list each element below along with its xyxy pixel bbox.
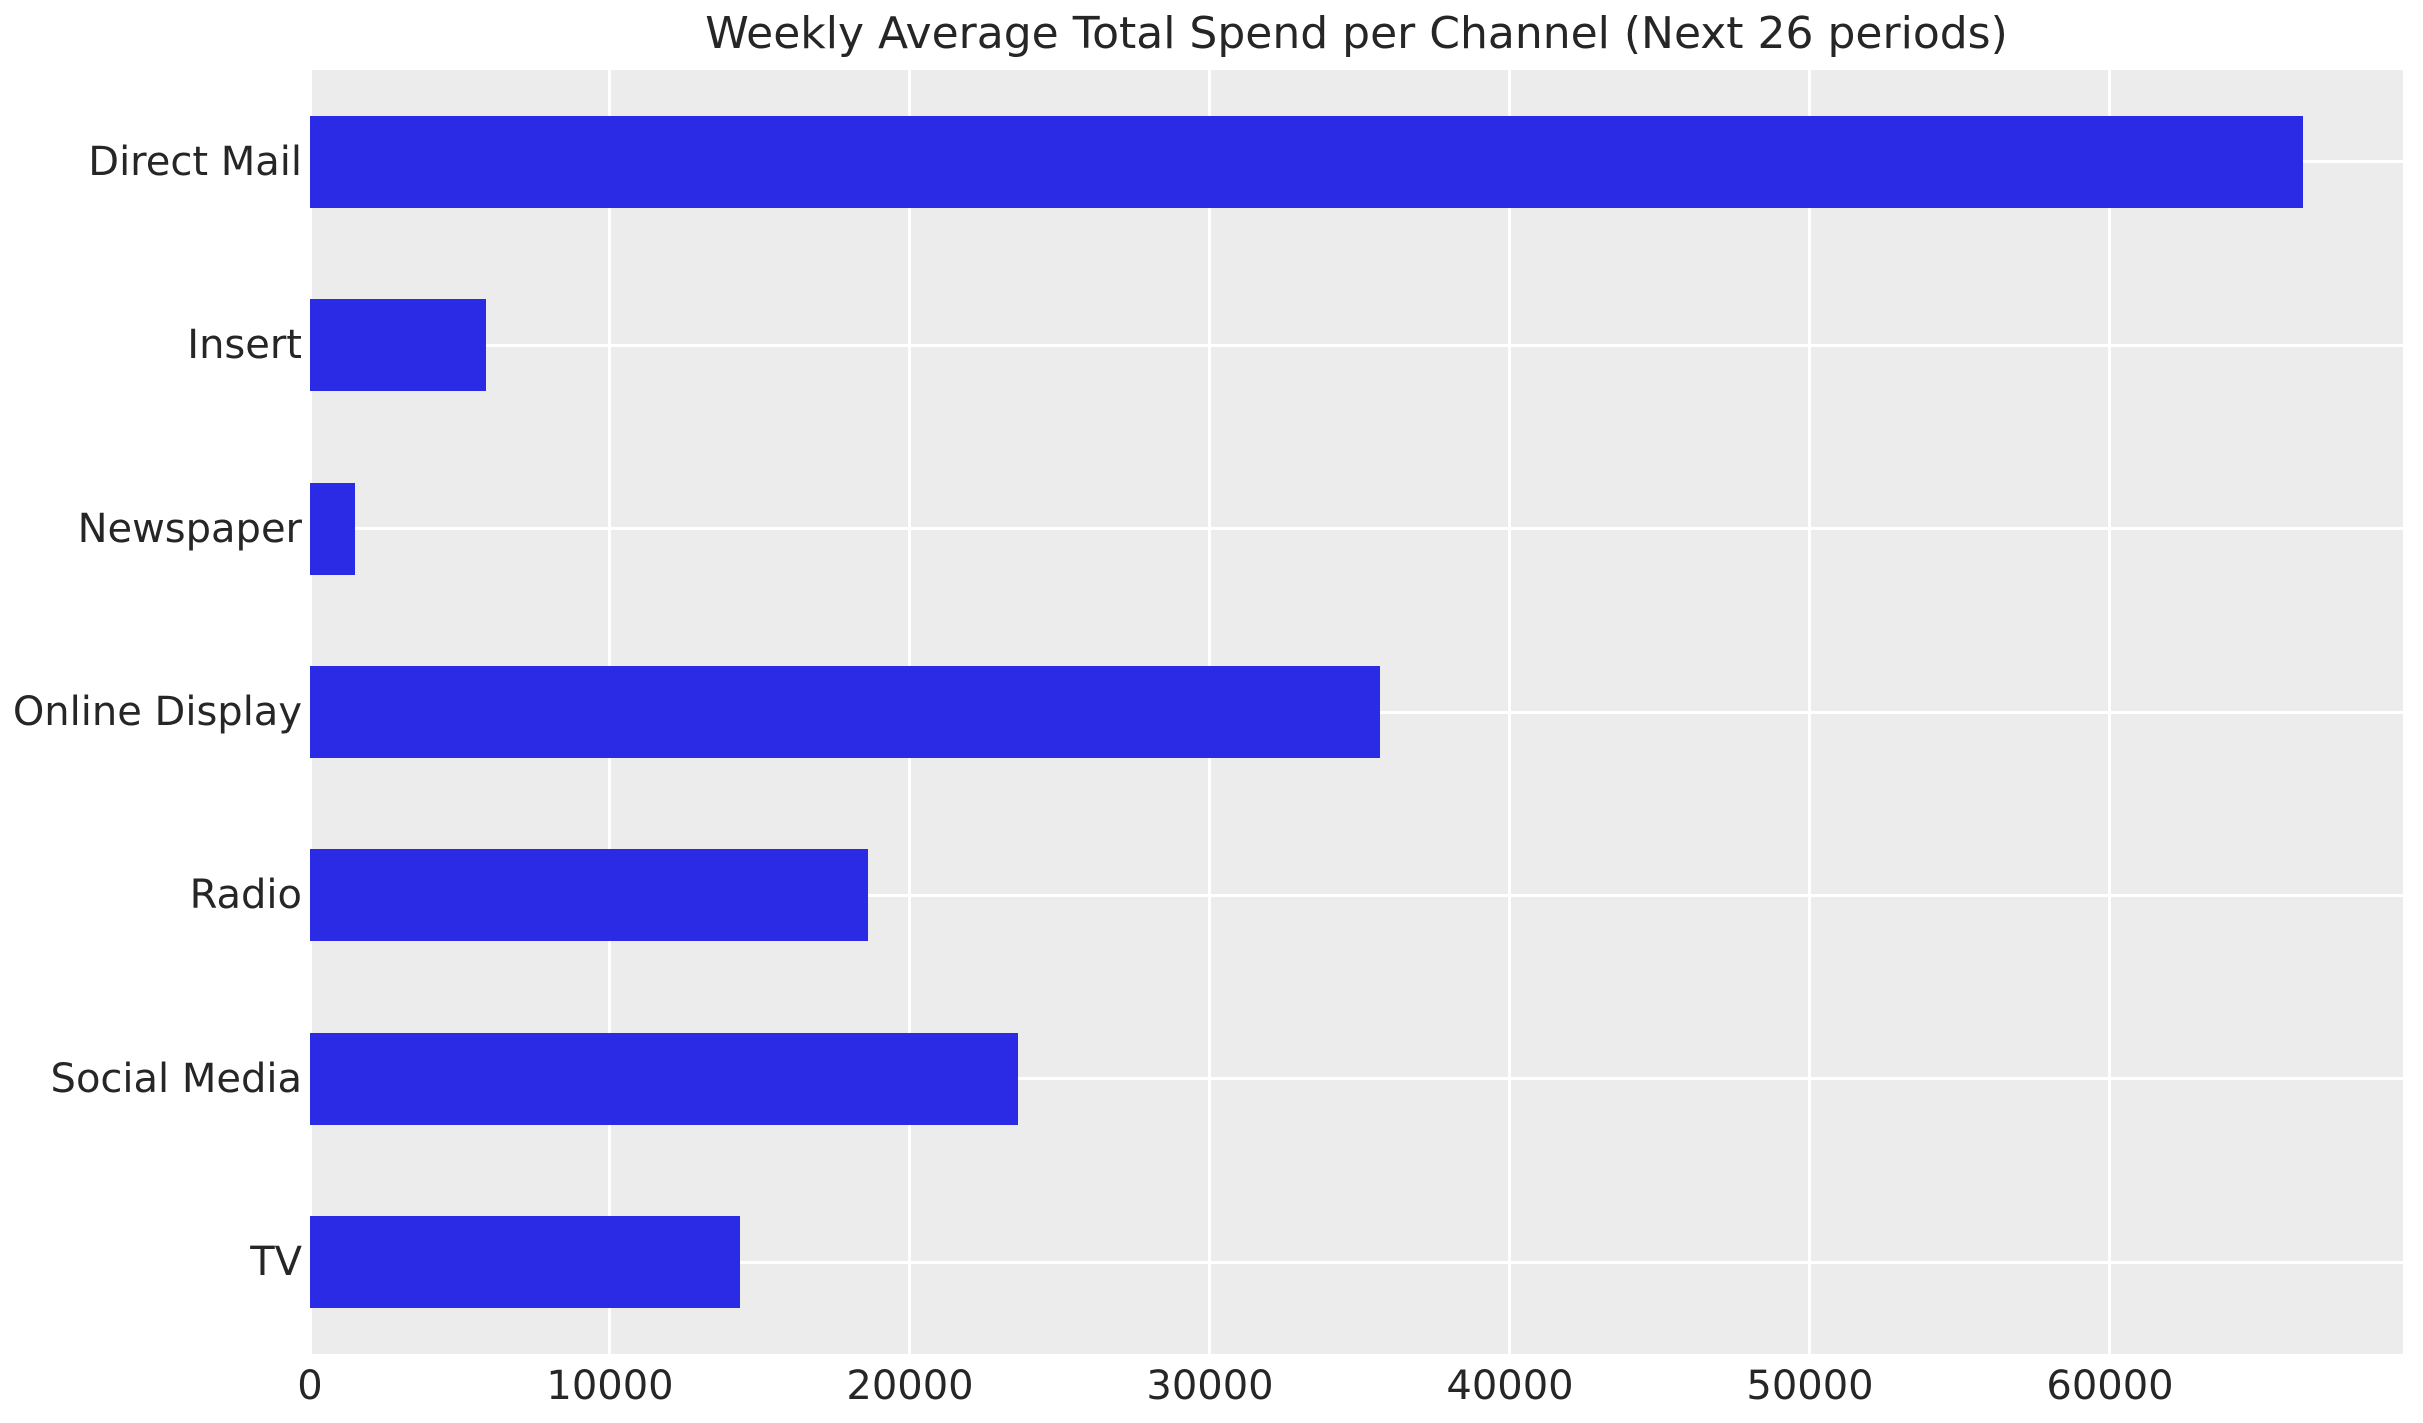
bar-online-display	[310, 666, 1380, 758]
y-tick-label-social-media: Social Media	[50, 1056, 302, 1102]
bar-insert	[310, 299, 486, 391]
bar-newspaper	[310, 483, 355, 575]
x-tick-label-40000: 40000	[1446, 1363, 1574, 1409]
bar-tv	[310, 1216, 740, 1308]
y-tick-label-direct-mail: Direct Mail	[88, 139, 302, 185]
y-tick-label-radio: Radio	[189, 872, 302, 918]
x-tick-label-50000: 50000	[1746, 1363, 1874, 1409]
gridline-horizontal-radio	[310, 894, 2403, 897]
bar-direct-mail	[310, 116, 2303, 208]
bar-radio	[310, 849, 868, 941]
bar-social-media	[310, 1033, 1018, 1125]
x-tick-label-0: 0	[297, 1363, 323, 1409]
gridline-horizontal-social-media	[310, 1077, 2403, 1080]
chart-title: Weekly Average Total Spend per Channel (…	[705, 8, 2008, 59]
plot-area	[309, 70, 2403, 1354]
y-tick-label-newspaper: Newspaper	[77, 506, 302, 552]
x-tick-label-30000: 30000	[1146, 1363, 1274, 1409]
gridline-horizontal-newspaper	[310, 527, 2403, 530]
x-tick-label-60000: 60000	[2046, 1363, 2174, 1409]
gridline-horizontal-tv	[310, 1261, 2403, 1264]
x-tick-label-20000: 20000	[846, 1363, 974, 1409]
gridline-horizontal-insert	[310, 344, 2403, 347]
x-tick-label-10000: 10000	[546, 1363, 674, 1409]
y-tick-label-insert: Insert	[187, 322, 302, 368]
y-tick-label-online-display: Online Display	[12, 689, 302, 735]
y-tick-label-tv: TV	[250, 1239, 302, 1285]
